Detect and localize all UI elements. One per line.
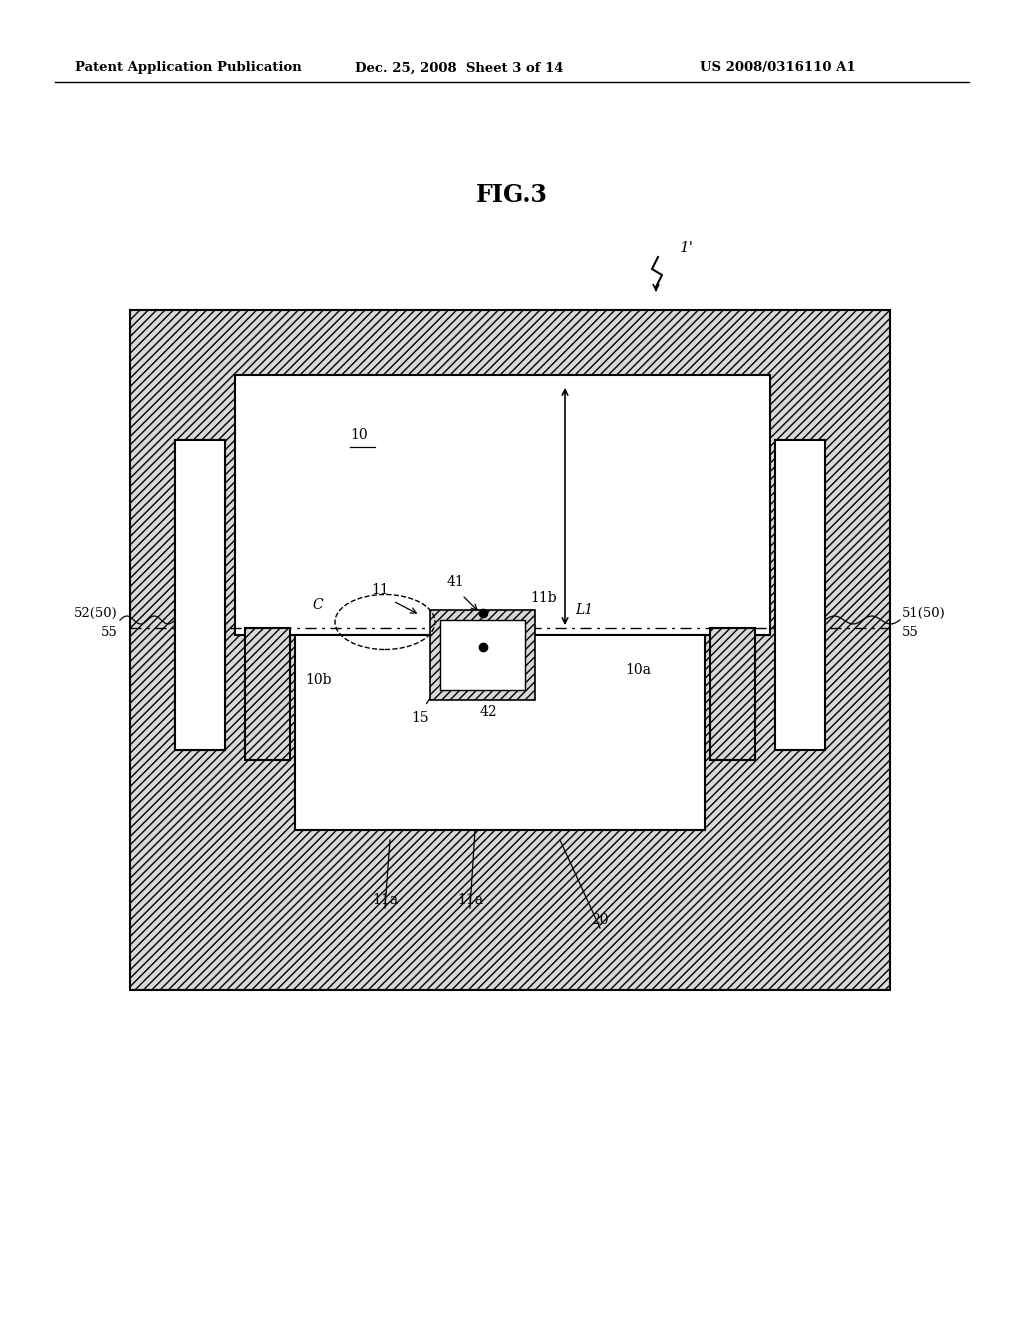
Text: 10b: 10b	[305, 673, 332, 686]
Text: 55: 55	[902, 626, 919, 639]
Text: FIG.3: FIG.3	[476, 183, 548, 207]
Text: 20: 20	[591, 913, 608, 927]
Bar	[175, 440, 225, 750]
Bar	[245, 628, 290, 760]
Text: 51(50): 51(50)	[902, 606, 946, 619]
Text: Patent Application Publication: Patent Application Publication	[75, 62, 302, 74]
Text: 52(50): 52(50)	[75, 606, 118, 619]
Text: 11: 11	[371, 583, 389, 597]
Text: L1: L1	[575, 603, 593, 616]
Bar	[175, 440, 225, 750]
Bar	[234, 375, 770, 635]
Text: 1': 1'	[680, 242, 694, 255]
Text: 11a: 11a	[457, 894, 483, 907]
Text: 41: 41	[446, 576, 464, 589]
Text: 11a: 11a	[372, 894, 398, 907]
Text: 10a: 10a	[625, 663, 651, 677]
Bar	[710, 628, 755, 760]
Text: 10: 10	[350, 428, 368, 442]
Text: 42: 42	[480, 705, 498, 719]
Bar	[430, 610, 535, 700]
Bar	[130, 310, 890, 990]
Text: 15: 15	[412, 711, 429, 725]
Bar	[440, 620, 525, 690]
Text: C: C	[312, 598, 324, 612]
Bar	[295, 635, 705, 830]
Bar	[775, 440, 825, 750]
Text: US 2008/0316110 A1: US 2008/0316110 A1	[700, 62, 856, 74]
Text: Dec. 25, 2008  Sheet 3 of 14: Dec. 25, 2008 Sheet 3 of 14	[355, 62, 563, 74]
Text: 55: 55	[101, 626, 118, 639]
Text: 11b: 11b	[530, 591, 557, 605]
